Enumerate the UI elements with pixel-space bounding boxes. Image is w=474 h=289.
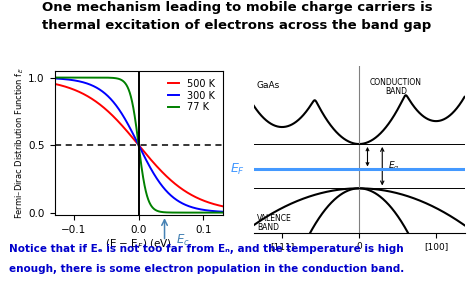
Y-axis label: Fermi–Dirac Distribution Function f$_E$: Fermi–Dirac Distribution Function f$_E$ <box>13 67 26 219</box>
Text: $E_c$: $E_c$ <box>175 233 190 248</box>
Text: thermal excitation of electrons across the band gap: thermal excitation of electrons across t… <box>42 19 432 32</box>
Legend: 500 K, 300 K, 77 K: 500 K, 300 K, 77 K <box>164 76 218 115</box>
Text: enough, there is some electron population in the conduction band.: enough, there is some electron populatio… <box>9 264 405 275</box>
Text: Notice that if Eₑ is not too far from Eₙ, and the temperature is high: Notice that if Eₑ is not too far from Eₙ… <box>9 244 404 254</box>
Text: CONDUCTION
BAND: CONDUCTION BAND <box>370 77 422 96</box>
Text: VALENCE
BAND: VALENCE BAND <box>257 214 292 232</box>
Text: GaAs: GaAs <box>257 81 280 90</box>
Text: One mechanism leading to mobile charge carriers is: One mechanism leading to mobile charge c… <box>42 1 432 14</box>
Text: $E_F$: $E_F$ <box>230 162 245 177</box>
X-axis label: (E − E$_F$) (eV): (E − E$_F$) (eV) <box>105 238 172 251</box>
Text: $E_g$: $E_g$ <box>388 160 399 173</box>
